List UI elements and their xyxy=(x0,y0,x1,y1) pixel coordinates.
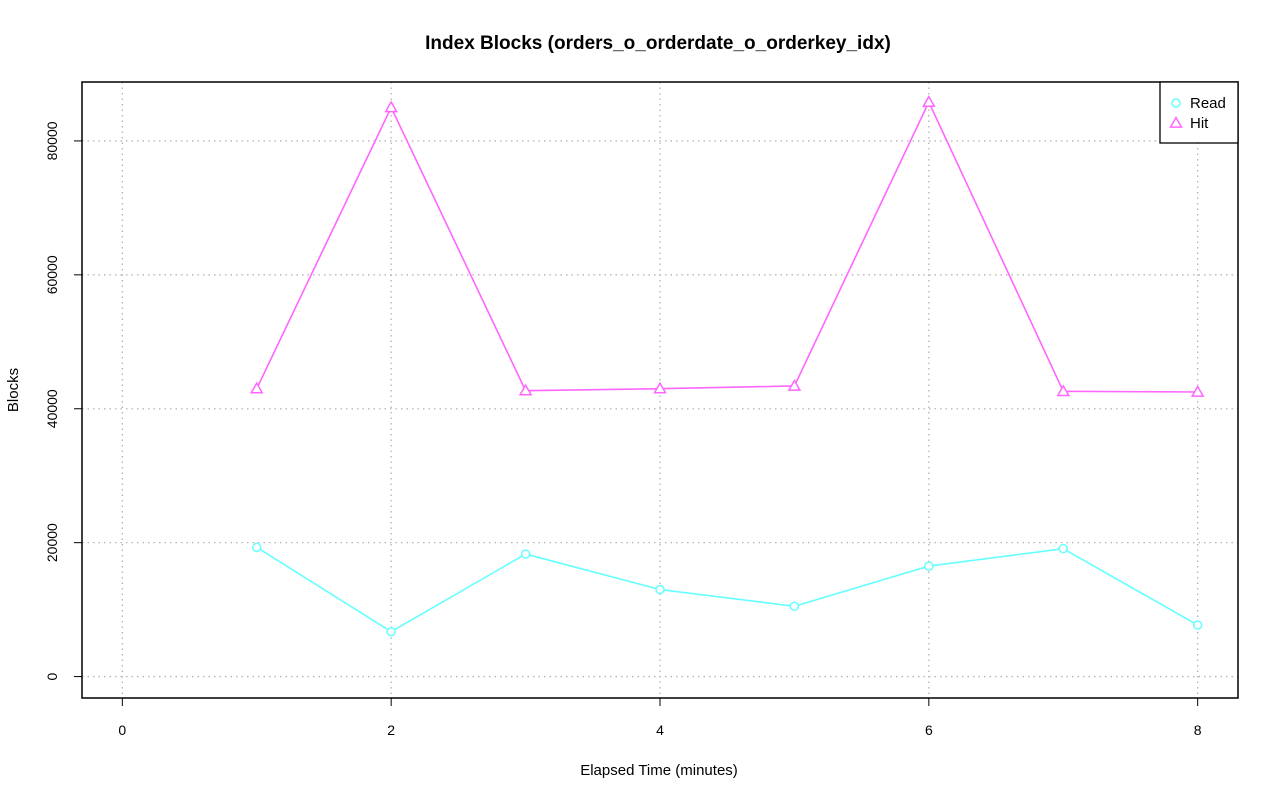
data-point-read-2 xyxy=(520,549,531,559)
y-tick-label-1: 20000 xyxy=(44,523,60,562)
legend-label-hit: Hit xyxy=(1190,115,1209,132)
x-tick-label-0: 0 xyxy=(118,722,126,738)
series-layer xyxy=(249,95,1205,637)
series-read xyxy=(251,542,1203,637)
x-axis: 0 2 4 6 8 xyxy=(118,698,1202,738)
data-point-read-5 xyxy=(924,561,934,571)
y-axis: 0 20000 40000 60000 80000 xyxy=(44,121,82,680)
x-tick-label-4: 8 xyxy=(1194,722,1202,738)
data-point-hit-0 xyxy=(249,381,264,394)
x-axis-label: Elapsed Time (minutes) xyxy=(580,762,738,779)
data-point-read-6 xyxy=(1058,543,1069,554)
data-point-hit-2 xyxy=(518,383,533,396)
chart-title: Index Blocks (orders_o_orderdate_o_order… xyxy=(425,33,891,54)
data-point-read-0 xyxy=(251,542,262,553)
legend: Read Hit xyxy=(1159,81,1239,144)
legend-box xyxy=(1159,81,1239,144)
data-point-hit-6 xyxy=(1056,384,1071,397)
data-point-read-3 xyxy=(655,584,665,595)
x-tick-label-2: 4 xyxy=(656,722,664,738)
legend-marker-hit xyxy=(1169,115,1183,128)
x-tick-label-3: 6 xyxy=(925,722,933,738)
y-tick-label-4: 80000 xyxy=(44,121,60,160)
y-tick-label-0: 0 xyxy=(44,672,60,680)
y-axis-label: Blocks xyxy=(5,368,22,412)
data-point-read-7 xyxy=(1192,620,1203,630)
data-point-hit-3 xyxy=(653,381,667,394)
legend-marker-read xyxy=(1171,98,1181,108)
data-point-read-1 xyxy=(386,626,396,637)
series-hit xyxy=(249,95,1205,397)
data-point-read-4 xyxy=(789,601,800,612)
data-point-hit-4 xyxy=(787,378,802,391)
x-tick-label-1: 2 xyxy=(387,722,395,738)
data-point-hit-1 xyxy=(384,100,398,113)
series-line-hit xyxy=(256,100,1198,393)
data-point-hit-7 xyxy=(1190,384,1205,397)
y-tick-label-3: 60000 xyxy=(44,255,60,294)
data-point-hit-5 xyxy=(922,95,936,107)
series-line-read xyxy=(256,546,1199,633)
legend-label-read: Read xyxy=(1190,95,1226,112)
y-tick-label-2: 40000 xyxy=(44,389,60,428)
